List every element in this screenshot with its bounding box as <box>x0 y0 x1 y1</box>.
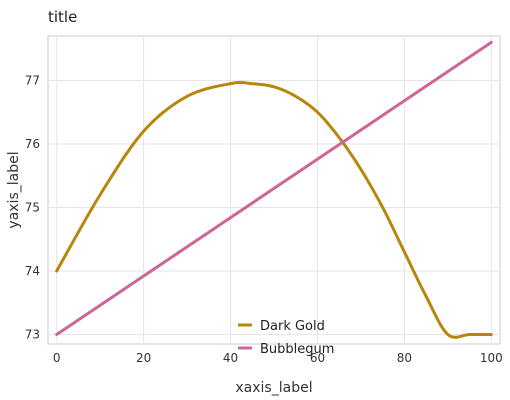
legend-label-bubblegum: Bubblegum <box>260 342 334 357</box>
x-axis-label: xaxis_label <box>235 380 312 396</box>
legend-label-dark-gold: Dark Gold <box>260 319 325 334</box>
y-tick-label: 76 <box>25 137 40 151</box>
y-tick-label: 73 <box>25 327 40 341</box>
chart-title: title <box>48 8 77 26</box>
y-tick-label: 75 <box>25 200 40 214</box>
x-tick-labels: 0 20 40 60 80 100 <box>53 351 503 365</box>
y-tick-labels: 73 74 75 76 77 <box>25 73 40 341</box>
series-line-bubblegum <box>55 40 493 336</box>
series-line-dark-gold <box>55 81 493 339</box>
x-tick-label: 0 <box>53 351 61 365</box>
x-tick-label: 100 <box>480 351 503 365</box>
x-tick-label: 40 <box>223 351 238 365</box>
series-lines <box>55 40 493 339</box>
legend: Dark Gold Bubblegum <box>238 319 334 357</box>
y-axis-label: yaxis_label <box>6 151 22 228</box>
x-tick-label: 60 <box>310 351 325 365</box>
x-tick-label: 80 <box>397 351 412 365</box>
y-gridlines <box>48 79 500 335</box>
y-tick-label: 74 <box>25 264 40 278</box>
x-gridlines <box>56 36 492 344</box>
x-tick-label: 20 <box>136 351 151 365</box>
y-tick-label: 77 <box>25 73 40 87</box>
